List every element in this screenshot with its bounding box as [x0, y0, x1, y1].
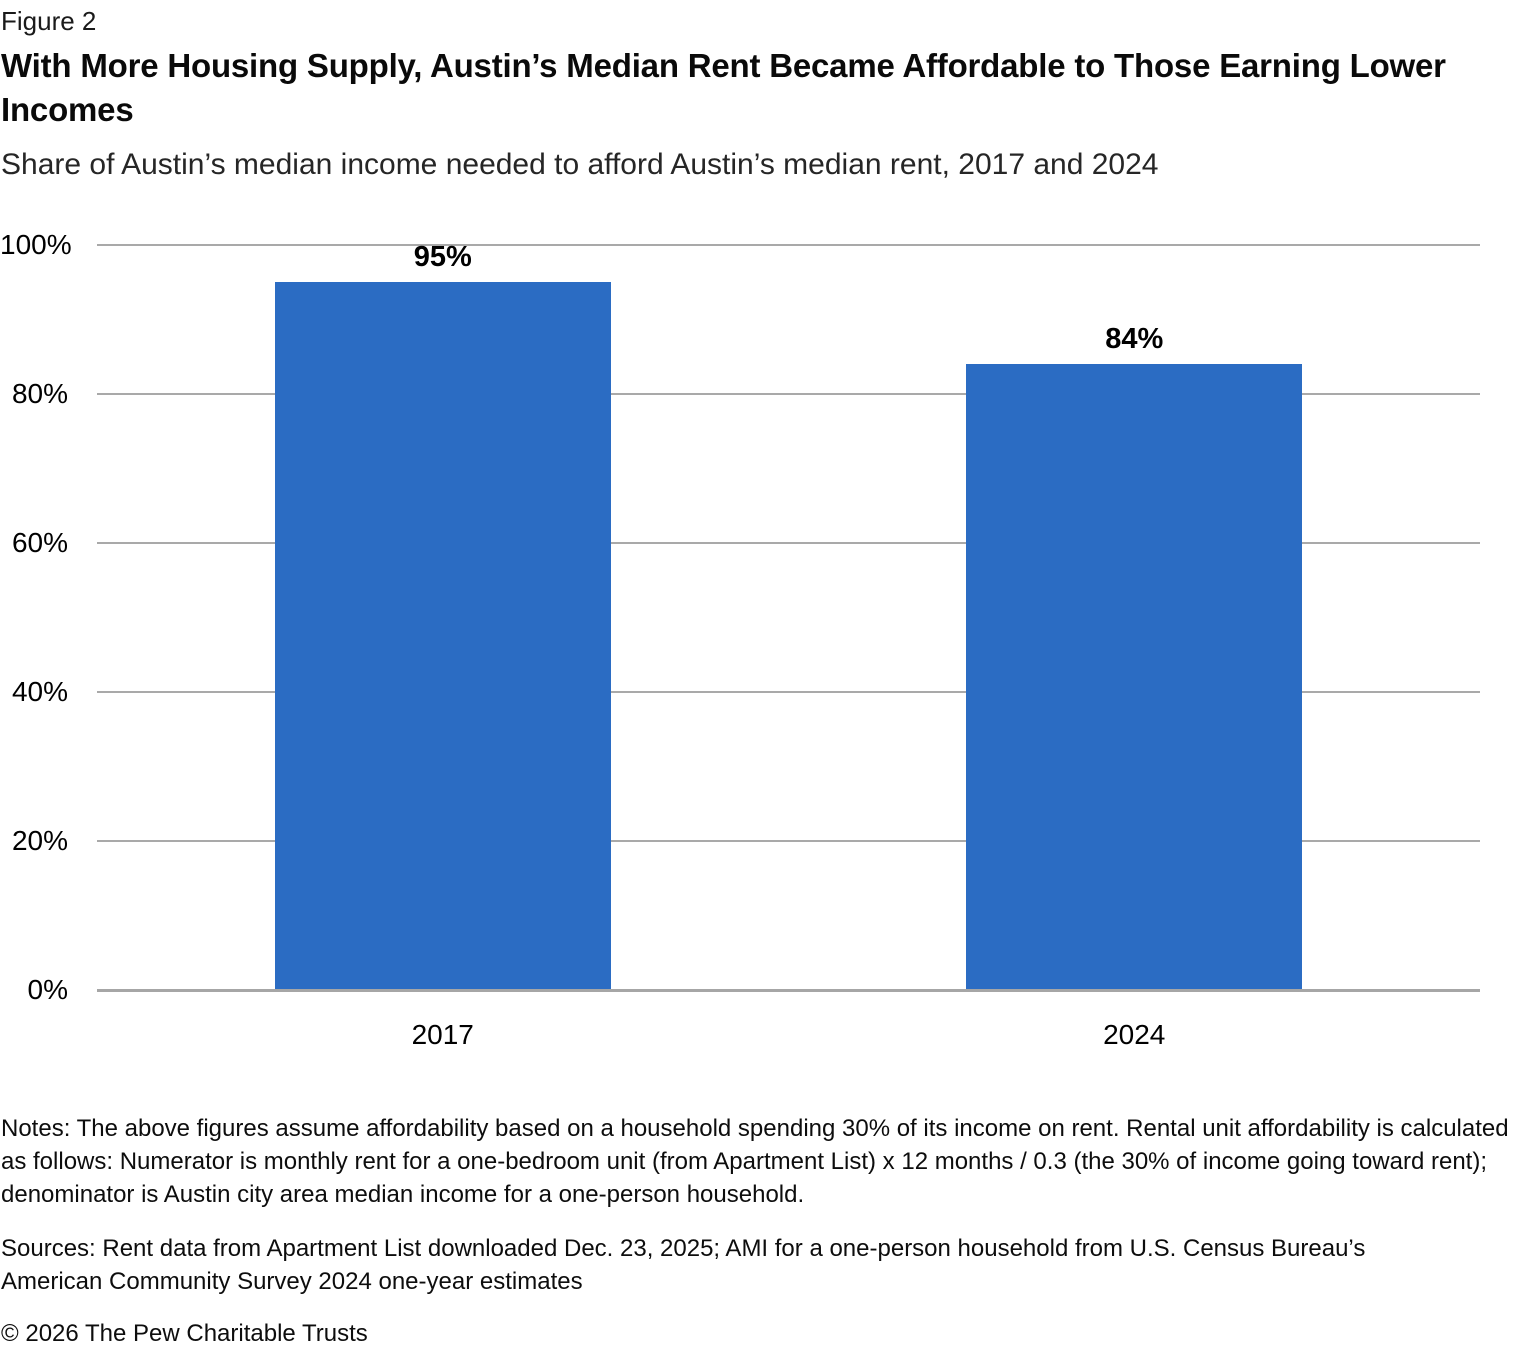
gridline	[97, 542, 1480, 544]
y-axis-tick-label: 0%	[27, 974, 68, 1005]
bar-value-label: 84%	[1105, 323, 1164, 356]
chart-subtitle: Share of Austin’s median income needed t…	[1, 148, 1159, 181]
bar-2024	[966, 364, 1303, 991]
gridline	[97, 840, 1480, 842]
y-axis-tick-label: 80%	[11, 378, 68, 409]
gridline	[97, 393, 1480, 395]
gridline	[97, 691, 1480, 693]
copyright-text: © 2026 The Pew Charitable Trusts	[1, 1320, 368, 1347]
y-axis-tick-label: 20%	[11, 825, 68, 856]
chart-footer: Notes: The above figures assume affordab…	[1, 1112, 1513, 1350]
gridline	[97, 244, 1480, 246]
bar-2017	[274, 282, 611, 991]
sources-text: Sources: Rent data from Apartment List d…	[1, 1235, 1366, 1295]
chart-title: With More Housing Supply, Austin’s Media…	[1, 47, 1446, 128]
notes-text: Notes: The above figures assume affordab…	[1, 1115, 1509, 1208]
x-axis-category-label: 2017	[411, 1019, 474, 1050]
y-axis-tick-label: 60%	[11, 527, 68, 558]
y-axis-tick-label: 40%	[11, 676, 68, 707]
y-axis-tick-label: 100%	[0, 229, 72, 260]
x-axis-line	[97, 989, 1480, 992]
bar-value-label: 95%	[413, 241, 472, 274]
figure-label: Figure 2	[1, 6, 97, 36]
x-axis-category-label: 2024	[1103, 1019, 1166, 1050]
bar-chart: 0% 20% 40% 60% 80% 100% 95% 2017 84% 2024	[0, 229, 1480, 1050]
